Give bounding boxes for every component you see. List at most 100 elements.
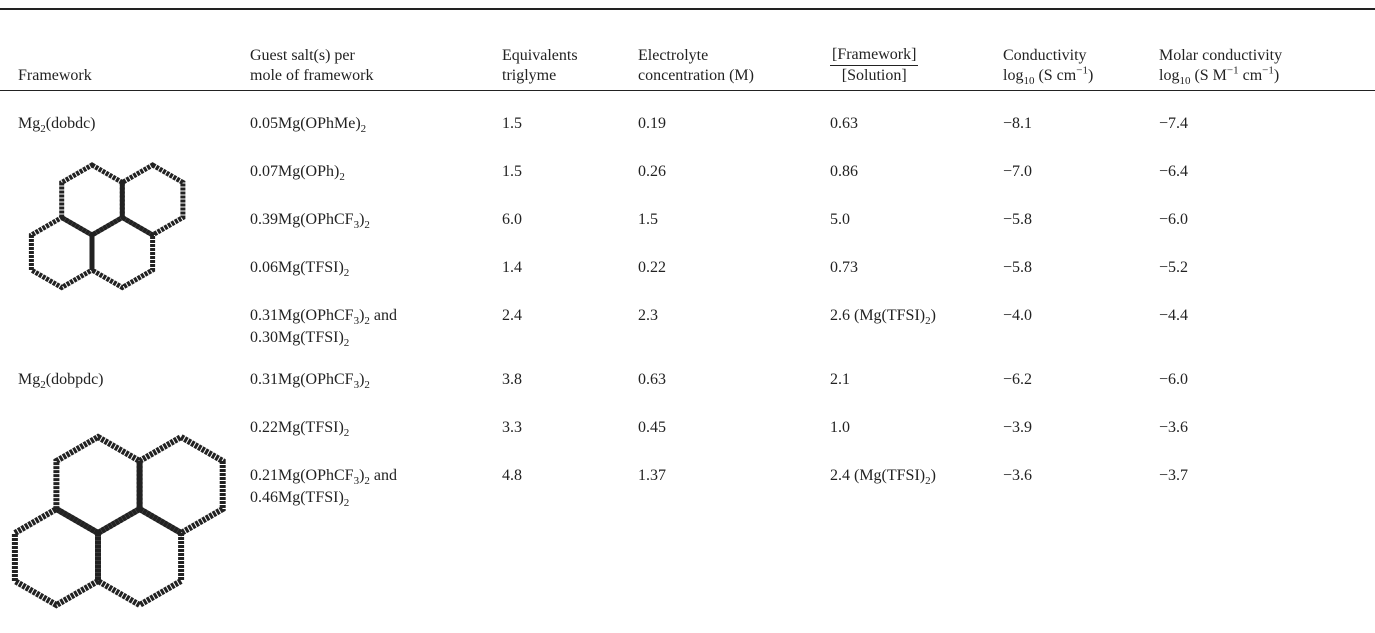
column-header: Guest salt(s) permole of framework: [250, 46, 374, 86]
text: 0.73: [830, 259, 858, 276]
table-cell: −3.9: [1003, 417, 1032, 439]
text: 2.6 (Mg(TFSI): [830, 307, 925, 324]
text: 0.63: [830, 115, 858, 132]
table-cell: −7.4: [1159, 113, 1188, 135]
table-cell: −3.6: [1159, 417, 1188, 439]
text: −8.1: [1003, 115, 1032, 132]
table-cell: 2.6 (Mg(TFSI)2): [830, 305, 936, 327]
table-cell: −4.4: [1159, 305, 1188, 327]
hexagon: [140, 437, 223, 533]
text: 2.4: [502, 307, 522, 324]
line: Guest salt(s) per: [250, 46, 374, 66]
table-cell: −6.0: [1159, 209, 1188, 231]
text: −5.8: [1003, 259, 1032, 276]
text: 6.0: [502, 211, 522, 228]
text: −6.0: [1159, 211, 1188, 228]
text: 0.21Mg(OPhCF: [250, 467, 354, 484]
text: 2.1: [830, 371, 850, 388]
line: log10 (S M−1 cm−1): [1159, 66, 1282, 86]
text: Mg: [18, 371, 40, 388]
table-cell: 0.63: [638, 369, 666, 391]
numerator: [Framework]: [830, 45, 918, 66]
column-header: Conductivitylog10 (S cm−1): [1003, 46, 1093, 86]
text: 1.5: [502, 115, 522, 132]
subscript: 2: [364, 379, 370, 391]
line: mole of framework: [250, 66, 374, 86]
line: Electrolyte: [638, 46, 754, 66]
text: and: [370, 467, 397, 484]
rich-text: Mg2(dobpdc): [18, 371, 104, 388]
framework-name: Mg2(dobpdc): [18, 369, 104, 391]
table-cell: −5.8: [1003, 209, 1032, 231]
text: −7.0: [1003, 163, 1032, 180]
text: 1.5: [502, 163, 522, 180]
text: and: [370, 307, 397, 324]
text: 0.86: [830, 163, 858, 180]
text: cm: [1239, 67, 1263, 84]
table-cell: 5.0: [830, 209, 850, 231]
rich-text: 0.05Mg(OPhMe)2: [250, 115, 366, 132]
text: −3.9: [1003, 419, 1032, 436]
table-cell: −5.8: [1003, 257, 1032, 279]
table-cell: 0.26: [638, 161, 666, 183]
fraction: [Framework][Solution]: [830, 45, 918, 86]
table-cell: 2.3: [638, 305, 658, 327]
table-cell: 0.07Mg(OPh)2: [250, 161, 345, 183]
rich-text: 0.31Mg(OPhCF3)2: [250, 371, 370, 388]
text: 1.37: [638, 467, 666, 484]
subscript: 2: [344, 337, 350, 349]
table-cell: −7.0: [1003, 161, 1032, 183]
text: (S M: [1190, 67, 1226, 84]
subscript: 2: [344, 267, 350, 279]
table-cell: 0.86: [830, 161, 858, 183]
text: 0.05Mg(OPhMe): [250, 115, 361, 132]
line: 0.46Mg(TFSI)2: [250, 487, 397, 509]
column-header: Equivalents triglyme: [502, 46, 578, 86]
table-cell: 0.39Mg(OPhCF3)2: [250, 209, 370, 231]
table-cell: 1.4: [502, 257, 522, 279]
superscript: −1: [1076, 65, 1088, 77]
text: Equivalents: [502, 47, 578, 64]
line: triglyme: [502, 66, 578, 86]
text: log: [1159, 67, 1179, 84]
text: −6.0: [1159, 371, 1188, 388]
table-cell: −3.7: [1159, 465, 1188, 487]
rich-text: 0.39Mg(OPhCF3)2: [250, 211, 370, 228]
text: Conductivity: [1003, 47, 1087, 64]
table-cell: −4.0: [1003, 305, 1032, 327]
text: 1.0: [830, 419, 850, 436]
line: concentration (M): [638, 66, 754, 86]
rich-text: 0.07Mg(OPh)2: [250, 163, 345, 180]
text: (S cm: [1034, 67, 1076, 84]
line: Conductivity: [1003, 46, 1093, 66]
text: 1.5: [638, 211, 658, 228]
text: 0.06Mg(TFSI): [250, 259, 344, 276]
text: log: [1003, 67, 1023, 84]
subscript: 2: [364, 219, 370, 231]
text: 0.45: [638, 419, 666, 436]
line: 0.21Mg(OPhCF3)2 and: [250, 465, 397, 487]
text: concentration (M): [638, 67, 754, 84]
rich-text: 2.6 (Mg(TFSI)2): [830, 307, 936, 324]
text: 0.31Mg(OPhCF: [250, 371, 354, 388]
text: Mg: [18, 115, 40, 132]
text: 5.0: [830, 211, 850, 228]
hexagon: [15, 509, 98, 605]
text: −7.4: [1159, 115, 1188, 132]
subscript: 10: [1179, 75, 1190, 87]
subscript: 2: [339, 171, 345, 183]
text: 4.8: [502, 467, 522, 484]
table-page: FrameworkGuest salt(s) permole of framew…: [0, 0, 1375, 633]
line: 0.30Mg(TFSI)2: [250, 327, 397, 349]
text: 0.30Mg(TFSI): [250, 329, 344, 346]
text: ): [1274, 67, 1279, 84]
text: 0.31Mg(OPhCF: [250, 307, 354, 324]
rich-text: 0.46Mg(TFSI)2: [250, 489, 349, 506]
table-cell: 1.5: [502, 113, 522, 135]
table-cell: −3.6: [1003, 465, 1032, 487]
text: 3.3: [502, 419, 522, 436]
table-cell: 0.45: [638, 417, 666, 439]
denominator: [Solution]: [830, 66, 918, 86]
table-cell: 2.1: [830, 369, 850, 391]
